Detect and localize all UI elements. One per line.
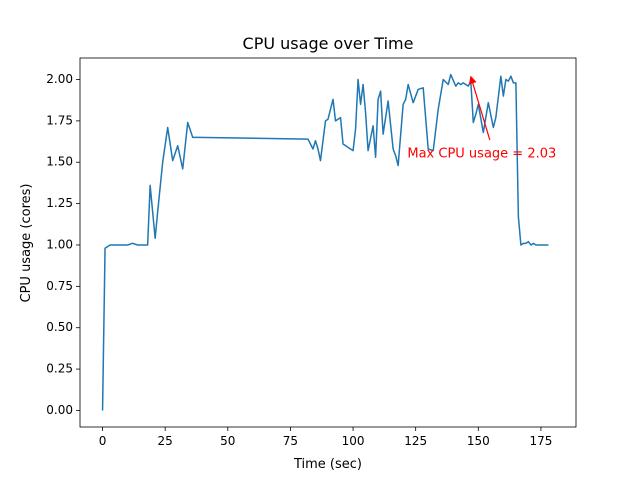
y-tick-label: 2.00 [46,72,73,86]
x-tick-label: 25 [158,434,173,448]
y-tick-label: 0.50 [46,320,73,334]
x-tick-label: 75 [283,434,298,448]
x-tick-label: 175 [529,434,552,448]
plot-area: Max CPU usage = 2.03 0 25 50 75 100 125 150 175 0… [46,57,577,448]
x-tick-label: 150 [467,434,490,448]
annotation-arrow [468,75,491,141]
series-line-0 [101,73,549,411]
y-tick-label: 1.75 [46,113,73,127]
y-tick-label: 1.00 [46,237,73,251]
chart-title: CPU usage over Time [243,34,414,53]
x-tick-label: 0 [99,434,107,448]
y-tick-label: 1.50 [46,155,73,169]
annotation-text: Max CPU usage = 2.03 [407,146,556,161]
x-axis-label: Time (sec) [293,457,362,472]
x-tick-label: 100 [342,434,365,448]
y-axis-label: CPU usage (cores) [19,184,34,303]
y-tick-label: 0.75 [46,279,73,293]
x-tick-label: 125 [404,434,427,448]
x-tick-label: 50 [220,434,235,448]
y-tick-label: 0.25 [46,362,73,376]
y-tick-label: 0.00 [46,403,73,417]
plot-frame [79,57,577,428]
y-tick-label: 1.25 [46,196,73,210]
